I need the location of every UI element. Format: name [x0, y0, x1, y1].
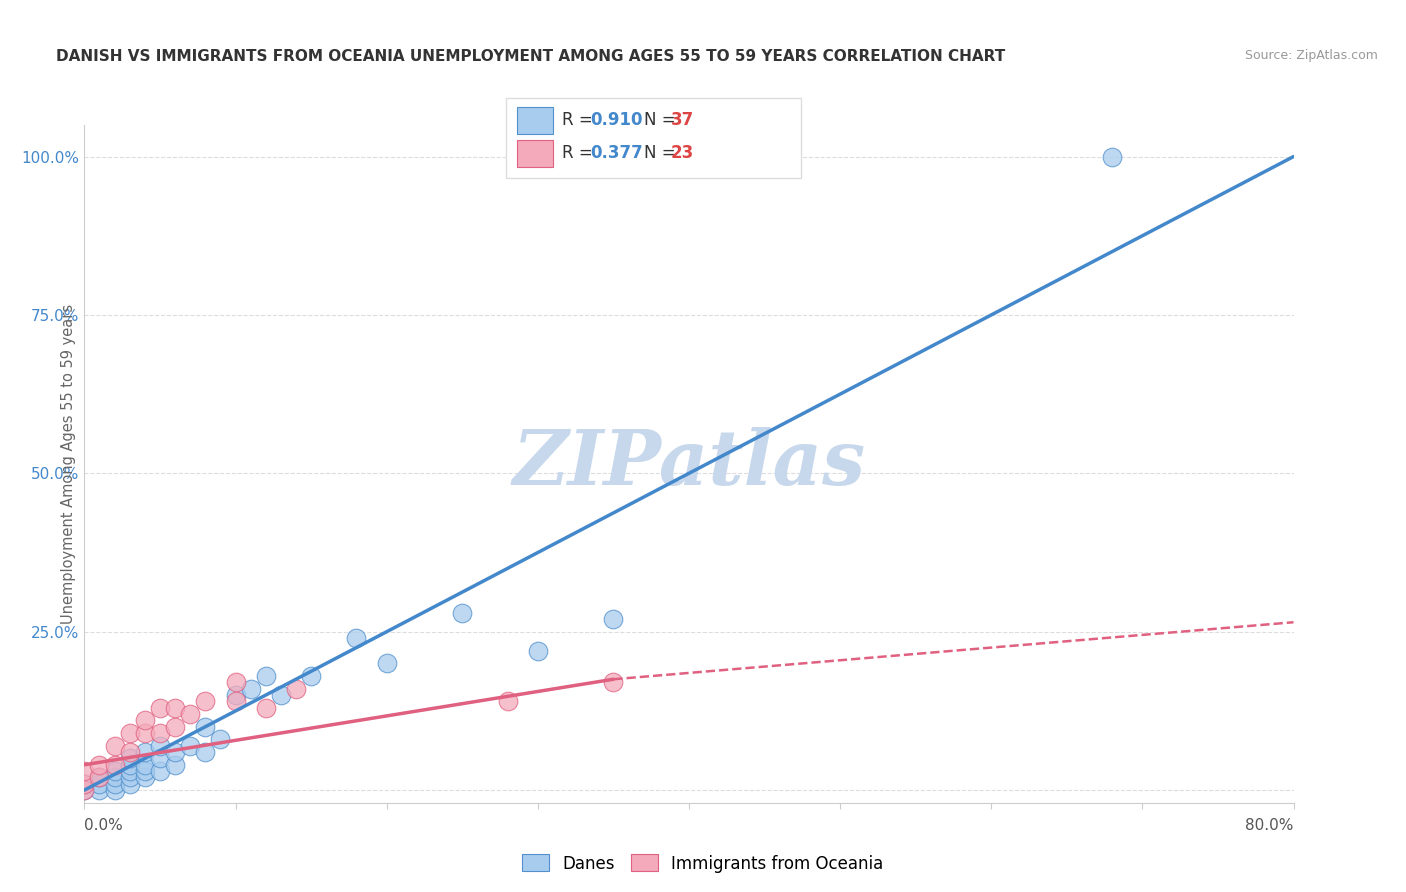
Point	[209, 732, 232, 747]
Point	[299, 669, 322, 683]
Text: N =: N =	[644, 112, 681, 129]
Point	[89, 771, 111, 785]
Point	[165, 700, 187, 714]
Point	[165, 745, 187, 759]
Text: 80.0%: 80.0%	[1246, 818, 1294, 833]
Point	[194, 745, 217, 759]
Point	[134, 757, 156, 772]
Text: 23: 23	[671, 145, 695, 162]
Point	[73, 764, 96, 778]
Point	[73, 783, 96, 797]
Point	[134, 726, 156, 740]
Point	[346, 631, 368, 645]
Point	[496, 694, 519, 708]
Point	[194, 694, 217, 708]
Point	[270, 688, 292, 702]
Point	[104, 783, 127, 797]
Point	[602, 675, 624, 690]
Point	[194, 720, 217, 734]
Point	[149, 700, 172, 714]
Point	[73, 777, 96, 791]
Point	[149, 739, 172, 753]
Point	[149, 764, 172, 778]
Point	[225, 675, 247, 690]
Point	[134, 745, 156, 759]
Point	[179, 707, 201, 722]
Point	[527, 644, 550, 658]
Text: 0.910: 0.910	[591, 112, 643, 129]
Point	[104, 771, 127, 785]
Point	[89, 757, 111, 772]
Legend: Danes, Immigrants from Oceania: Danes, Immigrants from Oceania	[516, 847, 890, 880]
Y-axis label: Unemployment Among Ages 55 to 59 years: Unemployment Among Ages 55 to 59 years	[60, 304, 76, 624]
Text: 37: 37	[671, 112, 695, 129]
Point	[73, 783, 96, 797]
Text: Source: ZipAtlas.com: Source: ZipAtlas.com	[1244, 49, 1378, 62]
Text: N =: N =	[644, 145, 681, 162]
Text: ZIPatlas: ZIPatlas	[512, 427, 866, 500]
Point	[104, 739, 127, 753]
Text: 0.377: 0.377	[591, 145, 644, 162]
Point	[375, 657, 398, 671]
Point	[118, 726, 141, 740]
Point	[134, 771, 156, 785]
Point	[118, 777, 141, 791]
Point	[149, 726, 172, 740]
Text: R =: R =	[562, 112, 599, 129]
Point	[104, 764, 127, 778]
Point	[118, 751, 141, 765]
Point	[118, 764, 141, 778]
Point	[225, 688, 247, 702]
Point	[1101, 150, 1123, 164]
Point	[104, 777, 127, 791]
Point	[89, 777, 111, 791]
Point	[254, 669, 277, 683]
Text: R =: R =	[562, 145, 599, 162]
Point	[89, 771, 111, 785]
Point	[239, 681, 262, 696]
Point	[118, 745, 141, 759]
Point	[118, 771, 141, 785]
Point	[104, 757, 127, 772]
Point	[73, 777, 96, 791]
Point	[118, 757, 141, 772]
Point	[254, 700, 277, 714]
Point	[165, 757, 187, 772]
Text: DANISH VS IMMIGRANTS FROM OCEANIA UNEMPLOYMENT AMONG AGES 55 TO 59 YEARS CORRELA: DANISH VS IMMIGRANTS FROM OCEANIA UNEMPL…	[56, 49, 1005, 64]
Point	[285, 681, 308, 696]
Point	[149, 751, 172, 765]
Point	[134, 714, 156, 728]
Point	[602, 612, 624, 626]
Point	[165, 720, 187, 734]
Point	[225, 694, 247, 708]
Text: 0.0%: 0.0%	[84, 818, 124, 833]
Point	[451, 606, 474, 620]
Point	[179, 739, 201, 753]
Point	[134, 764, 156, 778]
Point	[89, 783, 111, 797]
